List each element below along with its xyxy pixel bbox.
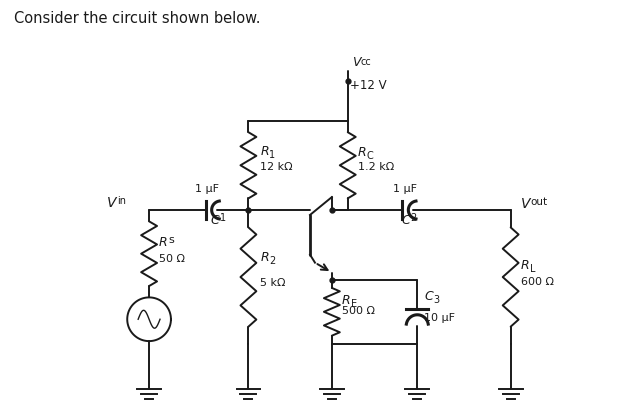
Text: cc: cc	[361, 57, 371, 67]
Text: 1 μF: 1 μF	[394, 184, 417, 194]
Text: 500 Ω: 500 Ω	[342, 306, 375, 316]
Text: 1: 1	[220, 213, 226, 223]
Text: 600 Ω: 600 Ω	[521, 277, 554, 287]
Text: 3: 3	[433, 295, 439, 305]
Text: R: R	[358, 146, 366, 159]
Text: 1.2 kΩ: 1.2 kΩ	[358, 162, 394, 172]
Text: 5 kΩ: 5 kΩ	[261, 278, 286, 288]
Text: V: V	[351, 56, 360, 69]
Text: V: V	[108, 196, 117, 210]
Text: C: C	[211, 214, 220, 227]
Text: C: C	[424, 290, 433, 303]
Text: 2: 2	[411, 213, 417, 223]
Text: C: C	[366, 151, 373, 161]
Text: E: E	[351, 299, 357, 309]
Text: R: R	[521, 259, 529, 272]
Text: R: R	[342, 294, 350, 307]
Text: 12 kΩ: 12 kΩ	[261, 162, 293, 172]
Text: 50 Ω: 50 Ω	[159, 254, 185, 264]
Text: R: R	[261, 144, 269, 158]
Text: in: in	[118, 196, 126, 206]
Text: Consider the circuit shown below.: Consider the circuit shown below.	[14, 11, 261, 26]
Text: 10 μF: 10 μF	[424, 313, 455, 323]
Text: s: s	[168, 235, 174, 245]
Text: out: out	[531, 197, 547, 207]
Text: V: V	[521, 197, 530, 211]
Text: 1: 1	[269, 149, 276, 160]
Text: C: C	[401, 214, 410, 227]
Text: L: L	[529, 264, 535, 274]
Text: 1 μF: 1 μF	[195, 184, 219, 194]
Text: 2: 2	[269, 256, 276, 266]
Text: R: R	[159, 236, 168, 249]
Text: +12 V: +12 V	[350, 79, 386, 92]
Text: R: R	[261, 251, 269, 264]
